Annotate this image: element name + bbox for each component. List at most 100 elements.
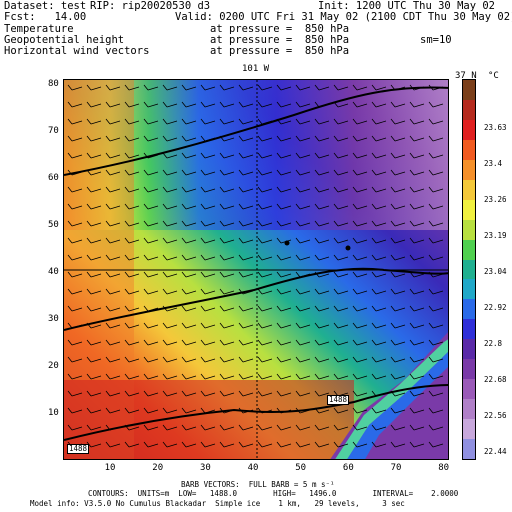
colorbar-label: 23.04: [484, 267, 507, 276]
wind-barb: [333, 322, 349, 329]
wind-barb: [219, 271, 235, 278]
colorbar-swatch: [463, 319, 475, 340]
wind-barb: [314, 390, 330, 397]
wind-barb: [371, 220, 387, 227]
wind-barb: [409, 254, 425, 261]
wind-barb: [219, 407, 235, 414]
wind-barb: [352, 441, 368, 448]
wind-barb: [390, 390, 406, 397]
wind-barb: [352, 322, 368, 329]
smoothing-label: sm=10: [420, 34, 452, 46]
wind-barb: [238, 254, 254, 261]
wind-barb: [314, 288, 330, 295]
wind-barb: [67, 356, 83, 363]
wind-barb: [143, 152, 159, 159]
wind-barb: [352, 424, 368, 431]
wind-barb: [124, 203, 140, 210]
wind-barb: [105, 424, 121, 431]
colorbar-label: 22.68: [484, 375, 507, 384]
colorbar-swatch: [463, 299, 475, 320]
colorbar-swatch: [463, 259, 475, 280]
wind-barb: [257, 220, 273, 227]
wind-barb: [257, 322, 273, 329]
wind-barb: [238, 220, 254, 227]
wind-barb: [200, 339, 216, 346]
wind-barb: [390, 118, 406, 125]
colorbar-swatch: [463, 119, 475, 141]
wind-barb: [371, 441, 387, 448]
wind-barb: [371, 271, 387, 278]
wind-barb: [181, 135, 197, 142]
wind-barb: [371, 101, 387, 108]
wind-barb: [295, 271, 311, 278]
wind-barb: [409, 356, 425, 363]
wind-barb: [333, 441, 349, 448]
wind-barb: [390, 356, 406, 363]
wind-barb: [67, 101, 83, 108]
y-tick-label: 50: [48, 219, 59, 230]
x-tick-label: 10: [104, 463, 116, 473]
wind-barb: [162, 424, 178, 431]
y-tick-label: 40: [48, 266, 59, 277]
wind-barb: [371, 169, 387, 176]
wind-barb: [314, 271, 330, 278]
wind-barb: [295, 101, 311, 108]
wind-barb: [143, 390, 159, 397]
wind-barb: [105, 288, 121, 295]
wind-barb: [295, 288, 311, 295]
wind-barb: [371, 407, 387, 414]
wind-barb: [143, 356, 159, 363]
wind-barb: [371, 322, 387, 329]
wind-barb: [257, 169, 273, 176]
colorbar-swatch: [463, 219, 475, 241]
wind-barb: [124, 101, 140, 108]
wind-barb: [314, 441, 330, 448]
wind-barb: [67, 305, 83, 312]
wind-barb: [105, 84, 121, 91]
wind-barb: [124, 288, 140, 295]
wind-barb: [333, 356, 349, 363]
wind-barb: [67, 237, 83, 244]
colorbar-swatch: [463, 439, 475, 460]
y-tick-label: 80: [48, 78, 59, 89]
wind-barb: [219, 135, 235, 142]
wind-barb: [257, 203, 273, 210]
wind-barb: [181, 390, 197, 397]
wind-barb: [238, 407, 254, 414]
contour-info: CONTOURS: UNITS=m LOW= 1488.0 HIGH= 1496…: [88, 489, 459, 498]
colorbar-label: 22.92: [484, 303, 507, 312]
wind-barb: [67, 407, 83, 414]
wind-barb: [86, 84, 102, 91]
wind-barb: [105, 441, 121, 448]
wind-barb: [390, 424, 406, 431]
wind-barb: [200, 407, 216, 414]
wind-barb: [352, 339, 368, 346]
field-temperature: Temperature: [4, 23, 74, 35]
wind-barb: [181, 118, 197, 125]
wind-barb: [124, 152, 140, 159]
wind-barb: [295, 322, 311, 329]
wind-barb: [295, 390, 311, 397]
wind-barb: [371, 288, 387, 295]
wind-barb: [143, 271, 159, 278]
wind-barb: [276, 237, 292, 244]
x-tick-label: 80: [438, 463, 450, 473]
wind-barb: [105, 356, 121, 363]
wind-barb: [200, 373, 216, 380]
map-plot: 1488 1488: [63, 79, 449, 460]
wind-barb: [333, 254, 349, 261]
wind-barb: [295, 339, 311, 346]
wind-barb: [143, 169, 159, 176]
field-geopotential: Geopotential height: [4, 34, 125, 46]
colorbar-swatch: [463, 159, 475, 181]
wind-barb: [276, 424, 292, 431]
wind-barb: [428, 220, 444, 227]
wind-barb: [314, 186, 330, 193]
wind-barb: [67, 424, 83, 431]
wind-barb: [162, 322, 178, 329]
wind-barb: [162, 152, 178, 159]
wind-barb: [333, 407, 349, 414]
wind-barb: [200, 101, 216, 108]
wind-barb: [143, 203, 159, 210]
wind-barb: [314, 407, 330, 414]
